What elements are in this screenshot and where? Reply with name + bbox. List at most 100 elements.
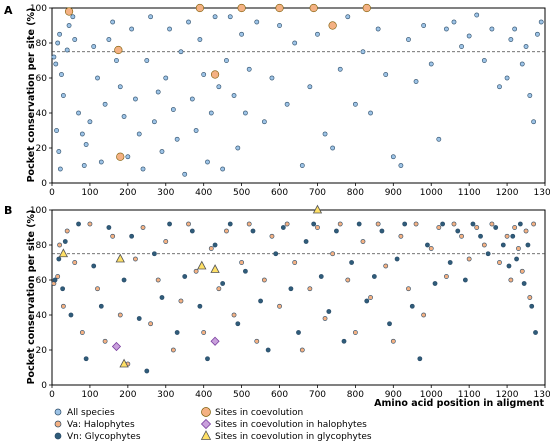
panel-a-xtick-label: 1100 [458,188,481,198]
panel-a-point-all-species [220,166,226,172]
panel-b-point-va-halophytes [497,260,502,265]
panel-a-point-all-species [390,154,396,160]
panel-b-point-vn-glycophytes [273,251,279,257]
panel-b-point-vn-glycophytes [417,356,423,362]
panel-a-point-all-species [54,128,59,133]
panel-b-point-va-halophytes [269,233,275,239]
panel-a-point-all-species [504,75,510,81]
panel-b-point-vn-glycophytes [235,321,241,327]
panel-b-point-vn-glycophytes [334,228,339,234]
panel-b-ytick-label: 40 [36,311,48,321]
panel-b-point-vn-glycophytes [455,228,461,234]
panel-b-point-sites-in-coevolution-in-glycophytes [312,204,323,214]
panel-b-point-va-halophytes [72,260,78,265]
panel-a-ytick-label: 100 [30,4,47,14]
legend-marker-sites-in-coevolution-in-halophytes [200,418,212,430]
panel-a-point-all-species [352,101,358,107]
panel-a-point-all-species [155,89,161,95]
panel-a-point-all-species [398,163,404,168]
panel-b-point-vn-glycophytes [98,303,104,309]
panel-a-point-all-species [193,128,199,133]
panel-b-point-vn-glycophytes [402,221,408,227]
panel-a-plot-area [51,7,546,184]
panel-a-point-all-species [531,119,537,125]
panel-a-point-all-species [368,110,373,116]
panel-a-point-sites-in-coevolution [116,152,125,161]
panel-b-point-va-halophytes [163,239,169,244]
panel-b-point-vn-glycophytes [529,303,535,309]
panel-b-point-vn-glycophytes [425,242,430,248]
panel-b-point-vn-glycophytes [106,225,112,230]
panel-b-ytick-label: 0 [41,381,47,391]
panel-b-point-va-halophytes [519,268,525,274]
panel-a-point-all-species [284,101,290,107]
panel-a-point-all-species [151,119,157,125]
panel-a-point-all-species [527,93,533,98]
panel-a-xtick-label: 500 [233,188,250,198]
panel-b-point-va-halophytes [489,221,495,227]
panel-a-point-all-species [140,166,146,172]
panel-b-point-vn-glycophytes [250,228,256,234]
panel-a-xtick-label: 900 [385,188,402,198]
panel-a-point-all-species [231,93,237,98]
panel-a-point-all-species [375,26,381,32]
panel-b-point-va-halophytes [421,312,427,318]
panel-a-point-all-species [186,19,191,25]
panel-a-point-sites-in-coevolution [64,7,74,16]
panel-b-point-vn-glycophytes [521,281,527,286]
panel-b-point-va-halophytes [208,246,214,251]
panel-b-point-vn-glycophytes [121,277,127,283]
panel-b-point-va-halophytes [246,221,252,227]
panel-a-point-all-species [102,101,108,107]
panel-b-point-va-halophytes [481,242,487,248]
panel-a-point-all-species [406,37,411,42]
panel-b-point-vn-glycophytes [318,274,324,279]
panel-a-point-all-species [95,75,100,81]
panel-b-xtick-label: 1100 [458,390,481,400]
panel-b-ytick-label: 60 [36,276,48,286]
panel-a-point-all-species [121,114,127,119]
panel-b-point-vn-glycophytes [68,312,74,318]
legend: All species Va: Halophytes Vn: Glycophytes… [54,407,372,442]
panel-b-point-vn-glycophytes [409,303,415,309]
panel-b-ytick-label: 80 [36,241,48,251]
panel-b-point-vn-glycophytes [227,221,233,227]
panel-a-point-all-species [307,84,313,90]
legend-marker-sites-in-coevolution-in-glycophytes [200,430,212,440]
panel-b-point-vn-glycophytes [525,242,531,248]
panel-a-xtick-label: 1200 [496,188,519,198]
panel-b-point-va-halophytes [451,221,457,227]
panel-a-point-all-species [519,61,525,67]
panel-b-point-vn-glycophytes [280,225,286,230]
panel-b-point-va-halophytes [148,321,153,327]
panel-a-point-all-species [167,26,172,32]
panel-a-point-all-species [261,119,267,125]
panel-b-point-vn-glycophytes [159,295,165,300]
panel-b-point-va-halophytes [299,347,305,353]
panel-a-point-all-species [148,14,153,20]
panel-a-xtick-label: 700 [309,188,326,198]
panel-b-point-vn-glycophytes [533,330,538,335]
panel-b-point-vn-glycophytes [151,251,157,257]
panel-a-point-all-species [98,159,104,165]
panel-b-point-va-halophytes [201,330,207,335]
panel-a-point-all-species [269,75,275,81]
panel-b-xtick-label: 300 [157,390,174,400]
panel-b-point-vn-glycophytes [288,286,294,292]
panel-a-point-all-species [110,19,116,25]
panel-b-point-sites-in-coevolution-in-glycophytes [210,264,220,273]
panel-a-point-all-species [66,23,72,28]
panel-b-point-vn-glycophytes [394,256,400,262]
panel-b-point-vn-glycophytes [432,281,438,286]
panel-b-point-va-halophytes [186,221,191,227]
panel-a-point-all-species [292,40,298,46]
panel-a-point-all-species [538,19,544,25]
panel-a-point-all-species [481,58,487,63]
panel-a-point-all-species [227,14,233,20]
panel-a-point-all-species [459,44,464,49]
panel-b-point-vn-glycophytes [356,221,362,227]
panel-b-point-vn-glycophytes [341,338,347,344]
panel-a-point-all-species [170,107,176,112]
panel-b-point-vn-glycophytes [76,221,81,227]
